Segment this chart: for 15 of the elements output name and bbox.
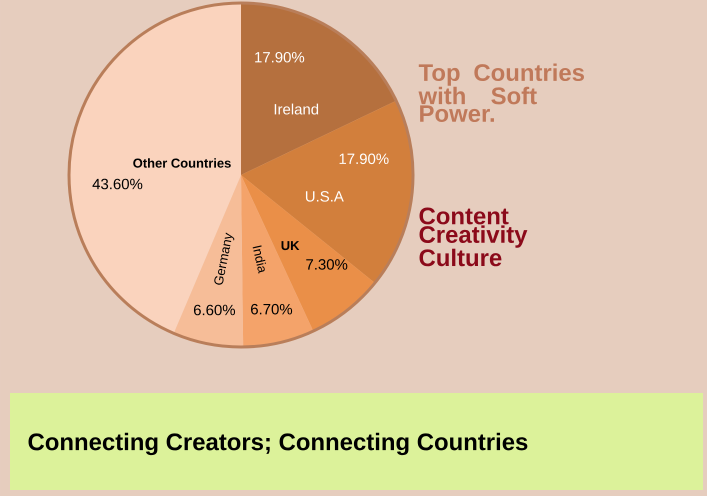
- slice-label: Germany: [214, 232, 234, 285]
- slice-label: Other Countries: [133, 158, 231, 168]
- text: Content Creativity Culture: [420, 208, 528, 266]
- slice-label: U.S.A: [306, 191, 344, 202]
- data-label: 6.70%: [251, 304, 292, 314]
- data-label: 7.30%: [306, 259, 348, 270]
- slice-label: UK: [282, 241, 300, 250]
- text: Top Countries with Soft Power.: [418, 64, 584, 122]
- data-label: 17.90%: [340, 153, 389, 164]
- data-label: 43.60%: [92, 178, 142, 190]
- data-label: 17.90%: [255, 52, 304, 63]
- text: Connecting Creators; Connecting Countries: [28, 432, 528, 456]
- slice-label: India: [252, 245, 266, 274]
- slice-label: Ireland: [274, 104, 318, 115]
- data-label: 6.60%: [194, 304, 236, 316]
